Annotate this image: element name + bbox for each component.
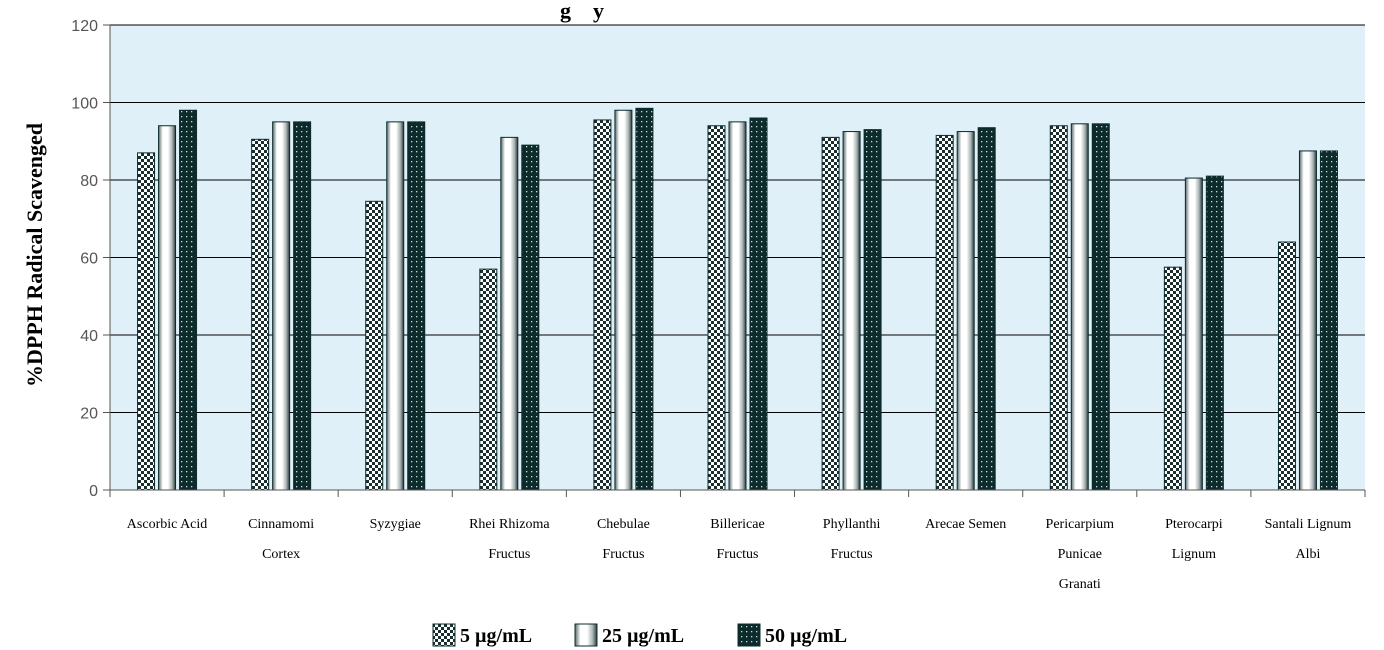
bar: [500, 136, 519, 491]
legend-swatch: [574, 623, 598, 647]
x-tick-label: Cinnamomi: [248, 517, 314, 532]
bar: [251, 138, 270, 491]
x-tick-label: Syzygiae: [370, 517, 421, 532]
y-tick-label: 40: [80, 328, 98, 345]
bar: [1277, 241, 1296, 491]
bar: [179, 109, 198, 491]
x-tick-label: Punicae: [1058, 547, 1102, 562]
bar: [842, 131, 861, 491]
x-tick-label: Pterocarpi: [1165, 517, 1223, 532]
bar: [479, 268, 498, 491]
x-tick-label: Fructus: [602, 547, 644, 562]
bar: [614, 109, 633, 491]
x-tick-label: Phyllanthi: [823, 517, 881, 532]
x-tick-label: Cortex: [262, 547, 300, 562]
bar: [1298, 150, 1317, 491]
legend: 5 µg/mL 25 µg/mL 50 µg/mL: [432, 623, 847, 647]
x-tick-label: Ascorbic Acid: [127, 517, 207, 532]
bar: [158, 125, 177, 491]
x-labels: Ascorbic Acid Cinnamomi Cortex Syzygiae Rhei…: [127, 517, 1352, 592]
y-ticks: 0 20 40 60 80 100 120: [71, 18, 110, 500]
bar: [1049, 125, 1068, 491]
bar: [521, 144, 540, 491]
y-tick-label: 0: [89, 483, 98, 500]
x-tick-label: Fructus: [488, 547, 530, 562]
x-ticks: [109, 490, 1366, 497]
bar: [293, 121, 312, 491]
bar: [386, 121, 405, 491]
x-tick-label: Rhei Rhizoma: [469, 517, 550, 532]
bar: [1205, 175, 1224, 491]
bars: [137, 107, 1338, 491]
x-tick-label: Granati: [1059, 577, 1101, 592]
bar: [1163, 266, 1182, 491]
bar: [272, 121, 291, 491]
y-axis-label: %DPPH Radical Scavenged: [22, 123, 47, 387]
x-tick-label: Billericae: [710, 517, 764, 532]
bar: [728, 121, 747, 491]
bar: [1184, 177, 1203, 491]
legend-label: 25 µg/mL: [602, 625, 684, 647]
bar: [935, 134, 954, 491]
bar: [365, 200, 384, 491]
x-tick-label: Chebulae: [597, 517, 650, 532]
bar: [821, 136, 840, 491]
bar: [1070, 123, 1089, 491]
bar: [956, 131, 975, 491]
y-tick-label: 100: [71, 96, 98, 113]
bar: [707, 125, 726, 491]
x-tick-label: Fructus: [717, 547, 759, 562]
bar: [407, 121, 426, 491]
x-tick-label: Arecae Semen: [925, 517, 1006, 532]
legend-label: 50 µg/mL: [765, 625, 847, 647]
bar: [137, 152, 156, 491]
x-tick-label: Lignum: [1172, 547, 1216, 562]
x-tick-label: Fructus: [831, 547, 873, 562]
chart-title: g y: [560, 0, 604, 23]
bar: [1319, 150, 1338, 491]
bar: [593, 119, 612, 491]
y-tick-label: 60: [80, 251, 98, 268]
bar: [1091, 123, 1110, 491]
y-tick-label: 120: [71, 18, 98, 35]
bar: [863, 129, 882, 491]
legend-swatch: [432, 623, 456, 647]
bar: [635, 107, 654, 491]
x-tick-label: Albi: [1296, 547, 1321, 562]
bar: [749, 117, 768, 491]
x-tick-label: Pericarpium: [1046, 517, 1115, 532]
legend-swatch: [737, 623, 761, 647]
bar: [977, 127, 996, 491]
x-tick-label: Santali Lignum: [1265, 517, 1352, 532]
y-tick-label: 80: [80, 173, 98, 190]
legend-label: 5 µg/mL: [460, 625, 532, 647]
y-tick-label: 20: [80, 406, 98, 423]
